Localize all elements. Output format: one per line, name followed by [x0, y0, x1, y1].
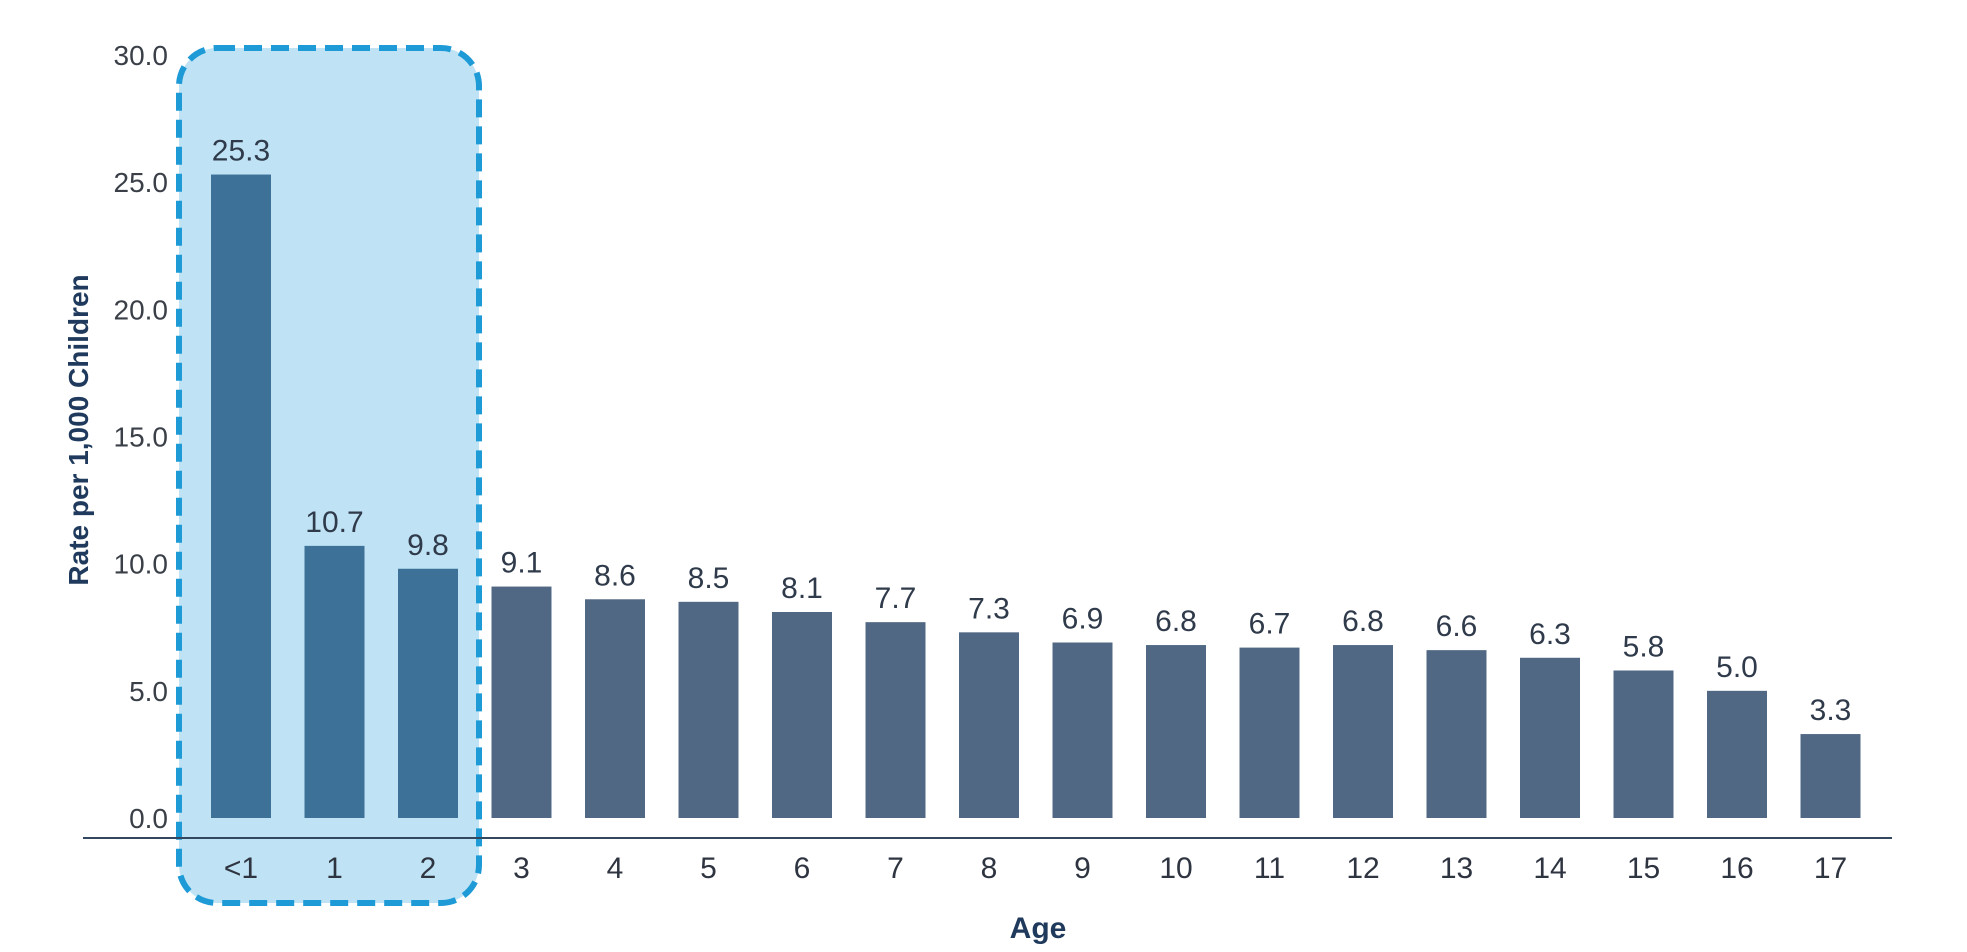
x-tick-label: 13	[1440, 852, 1473, 885]
value-label: 7.7	[875, 582, 917, 615]
value-label: 9.8	[407, 529, 449, 562]
x-tick-label: 2	[420, 852, 437, 885]
x-axis-title: Age	[1010, 912, 1067, 945]
bar	[678, 601, 739, 818]
bar	[1333, 645, 1393, 818]
value-labels: 25.3 10.7 9.8 9.1 8.6 8.5 8.1 7.7 7.3 6.9 6.8 6.7 6.…	[212, 135, 1852, 728]
value-label: 9.1	[501, 547, 543, 580]
bar	[1052, 642, 1113, 818]
bar	[1800, 734, 1861, 818]
value-label: 6.7	[1249, 608, 1291, 641]
value-label: 7.3	[968, 592, 1010, 625]
value-label: 10.7	[305, 506, 363, 539]
y-axis: 0.0 5.0 10.0 15.0 20.0 25.0 30.0	[114, 40, 169, 834]
x-tick-label: 12	[1346, 852, 1379, 885]
y-tick-label: 0.0	[129, 803, 168, 834]
bar	[491, 586, 552, 818]
bar	[1707, 690, 1767, 818]
y-tick-label: 10.0	[114, 549, 169, 580]
value-label: 5.8	[1623, 630, 1665, 663]
bar	[772, 611, 832, 818]
value-label: 8.6	[594, 559, 636, 592]
x-tick-label: <1	[224, 852, 258, 885]
x-tick-label: 9	[1074, 852, 1091, 885]
x-tick-label: 7	[887, 852, 904, 885]
value-label: 8.5	[688, 562, 730, 595]
y-tick-label: 5.0	[129, 676, 168, 707]
x-tick-label: 14	[1533, 852, 1566, 885]
bar	[585, 599, 645, 818]
x-tick-label: 6	[794, 852, 811, 885]
y-axis-title: Rate per 1,000 Children	[63, 274, 94, 585]
y-tick-label: 20.0	[114, 294, 169, 325]
bar	[1520, 657, 1580, 818]
x-tick-label: 3	[513, 852, 530, 885]
bar	[398, 568, 458, 818]
bar	[1613, 670, 1674, 818]
x-tick-label: 10	[1159, 852, 1192, 885]
bar	[1146, 645, 1206, 818]
x-tick-label: 15	[1627, 852, 1660, 885]
bar	[1239, 647, 1300, 818]
value-label: 6.8	[1342, 605, 1384, 638]
value-label: 8.1	[781, 572, 823, 605]
value-label: 6.6	[1436, 610, 1478, 643]
bars-layer	[211, 174, 1861, 818]
x-tick-label: 1	[326, 852, 343, 885]
y-tick-label: 15.0	[114, 422, 169, 453]
value-label: 3.3	[1810, 694, 1852, 727]
bar	[304, 545, 365, 818]
x-tick-label: 4	[607, 852, 624, 885]
x-axis: <1 1 2 3 4 5 6 7 8 9 10 11 12 13 14 15 16 17	[224, 852, 1847, 885]
value-label: 25.3	[212, 135, 270, 168]
x-tick-label: 16	[1720, 852, 1753, 885]
bar	[959, 632, 1019, 818]
x-tick-label: 8	[981, 852, 998, 885]
x-tick-label: 5	[700, 852, 717, 885]
value-label: 6.8	[1155, 605, 1197, 638]
value-label: 6.9	[1062, 603, 1104, 636]
value-label: 6.3	[1529, 618, 1571, 651]
x-tick-label: 11	[1254, 852, 1285, 885]
value-label: 5.0	[1716, 651, 1758, 684]
x-tick-label: 17	[1814, 852, 1847, 885]
y-tick-label: 25.0	[114, 167, 169, 198]
bar	[1426, 650, 1487, 818]
bar	[211, 174, 271, 818]
bar	[865, 622, 926, 818]
y-tick-label: 30.0	[114, 40, 169, 71]
